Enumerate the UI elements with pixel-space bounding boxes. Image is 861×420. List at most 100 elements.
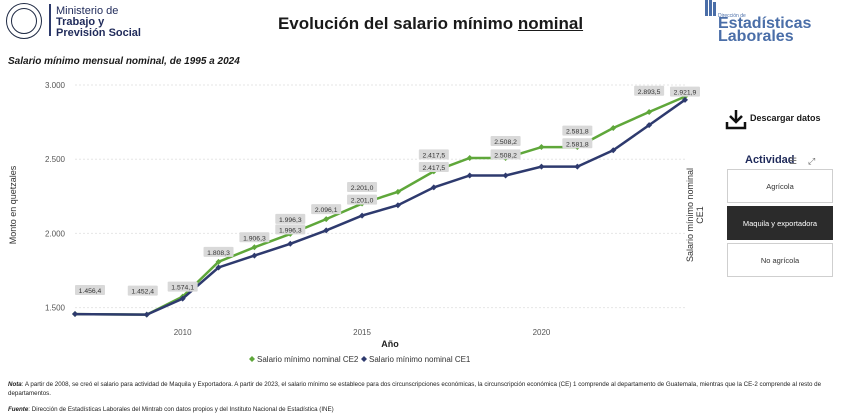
ministry-line3: Previsión Social xyxy=(56,27,141,39)
ministry-line1: Ministerio de xyxy=(56,5,119,17)
series-marker xyxy=(646,122,653,129)
page-title: Evolución del salario mínimo nominal xyxy=(0,14,861,34)
x-tick-label: 2020 xyxy=(533,328,551,337)
data-label-bg xyxy=(167,281,198,292)
series-marker xyxy=(574,163,581,170)
series-line-1 xyxy=(74,95,686,316)
activity-option-agricola[interactable]: Agrícola xyxy=(727,169,833,203)
data-label-bg xyxy=(275,224,306,235)
data-label: 1.996,3 xyxy=(279,227,302,234)
legend-label: Salario mínimo nominal CE1 xyxy=(369,355,471,364)
series-marker xyxy=(251,244,258,251)
footnote: Nota: A partir de 2008, se creó el salar… xyxy=(8,380,853,398)
data-label: 1.574,1 xyxy=(171,285,194,292)
data-label: 2.201,0 xyxy=(351,185,374,192)
data-label-bg xyxy=(347,194,378,205)
series-marker xyxy=(394,202,401,209)
series-marker xyxy=(215,258,222,265)
series-marker xyxy=(646,109,653,116)
series-marker xyxy=(359,212,366,219)
source-text: : Dirección de Estadísticas Laborales de… xyxy=(28,406,334,413)
y2-axis-label: Salario mínimo nominal CE1 xyxy=(685,167,705,263)
source-note: Fuente: Dirección de Estadísticas Labora… xyxy=(8,406,334,413)
data-label: 1.906,3 xyxy=(243,235,266,242)
legend-marker xyxy=(249,356,255,362)
data-label: 2.893,5 xyxy=(638,89,661,96)
data-label: 1.456,4 xyxy=(79,288,102,295)
legend-label: Salario mínimo nominal CE2 xyxy=(257,355,359,364)
series-marker xyxy=(538,163,545,170)
data-label-bg xyxy=(562,125,593,136)
chart-subtitle: Salario mínimo mensual nominal, de 1995 … xyxy=(8,56,240,67)
page-title-emph: nominal xyxy=(517,14,584,33)
x-tick-label: 2015 xyxy=(353,328,371,337)
data-label-bg xyxy=(490,149,521,160)
brand-line2: Laborales xyxy=(718,28,794,45)
ministry-line2: Trabajo y xyxy=(56,16,105,28)
data-label: 2.508,2 xyxy=(494,152,517,159)
activity-option-label: Maquila y exportadora xyxy=(742,218,818,228)
download-icon[interactable] xyxy=(725,108,747,130)
data-label-bg xyxy=(562,138,593,149)
data-label-bg xyxy=(418,162,449,172)
data-label: 2.201,0 xyxy=(351,198,374,205)
legend-marker xyxy=(361,356,367,362)
ministry-divider xyxy=(49,4,51,36)
expand-icon[interactable]: ⤢ xyxy=(808,156,816,166)
y-tick-label: 1.500 xyxy=(45,304,66,313)
brand-small-text: Dirección de xyxy=(718,13,746,19)
activity-option-no-agricola[interactable]: No agrícola xyxy=(727,243,833,277)
activity-option-label: No agrícola xyxy=(760,255,800,265)
data-label: 1.996,3 xyxy=(279,217,302,224)
data-label-bg xyxy=(490,136,521,147)
source-label: Fuente xyxy=(8,406,29,413)
salary-line-chart: 1.500 2.000 2.500 3.000 2010 2015 2020 Año 1.456… xyxy=(45,81,700,364)
series-marker xyxy=(215,264,222,271)
activity-option-label: Agrícola xyxy=(766,181,794,191)
series-marker xyxy=(394,188,401,195)
data-label: 2.096,1 xyxy=(315,207,338,214)
data-label: 2.417,5 xyxy=(422,152,445,159)
series-marker xyxy=(610,147,617,154)
series-marker xyxy=(72,311,78,318)
series-marker xyxy=(502,172,509,179)
note-text: : A partir de 2008, se creó el salario p… xyxy=(8,381,822,397)
activity-filter-title: Actividad xyxy=(745,154,795,166)
data-label-bg xyxy=(634,85,665,96)
data-label: 2.581,8 xyxy=(566,129,589,136)
filter-icon[interactable]: ☰ xyxy=(789,156,798,166)
data-label-bg xyxy=(275,213,306,224)
ministry-seal xyxy=(6,3,42,39)
y-axis-label: Monto en quetzales xyxy=(8,165,18,245)
data-label: 2.921,9 xyxy=(674,90,697,97)
y-tick-label: 3.000 xyxy=(45,81,66,90)
data-label-bg xyxy=(239,232,270,243)
y-tick-label: 2.000 xyxy=(45,229,66,238)
data-label-bg xyxy=(347,182,378,193)
data-label-bg xyxy=(311,204,342,215)
series-marker xyxy=(610,125,617,132)
x-axis-title: Año xyxy=(381,339,399,349)
x-tick-label: 2010 xyxy=(174,328,192,337)
y-tick-label: 2.500 xyxy=(45,155,66,164)
data-label: 2.417,5 xyxy=(422,165,445,172)
data-label: 1.452,4 xyxy=(131,289,154,296)
series-marker xyxy=(323,216,330,223)
data-label: 2.581,8 xyxy=(566,141,589,148)
data-label: 1.808,3 xyxy=(207,250,230,257)
series-marker xyxy=(179,295,186,302)
series-marker xyxy=(323,227,330,234)
activity-option-maquila[interactable]: Maquila y exportadora xyxy=(727,206,833,240)
series-marker xyxy=(466,154,473,161)
note-label: Nota xyxy=(8,381,22,388)
series-marker xyxy=(143,311,150,318)
data-label-bg xyxy=(418,149,449,160)
page-title-prefix: Evolución del salario mínimo xyxy=(277,14,518,33)
series-marker xyxy=(430,184,437,191)
series-marker xyxy=(466,172,473,179)
data-label-bg xyxy=(127,285,158,296)
download-data-button[interactable]: Descargar datos xyxy=(750,113,821,123)
series-marker xyxy=(251,252,258,259)
data-label-bg xyxy=(203,246,234,257)
series-marker xyxy=(538,144,545,151)
